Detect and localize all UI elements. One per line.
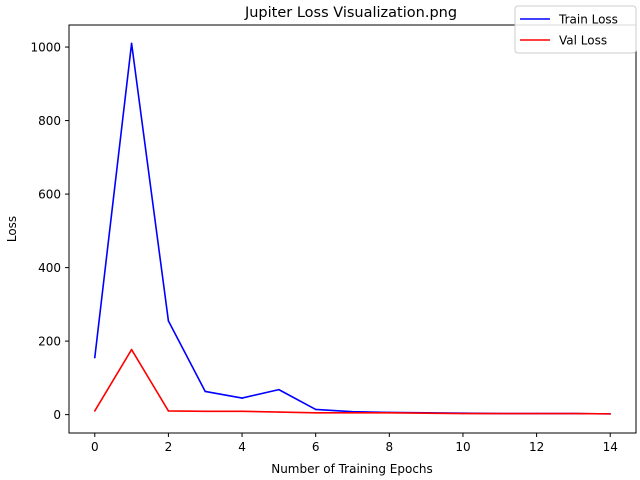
data-point (130, 348, 133, 351)
y-tick-label: 200 (38, 335, 61, 349)
data-point (204, 410, 207, 413)
data-point (609, 413, 612, 415)
data-point (314, 408, 317, 411)
data-point (572, 412, 575, 415)
y-tick-label: 0 (53, 408, 61, 422)
x-tick-label: 6 (312, 440, 320, 454)
data-point (351, 411, 354, 414)
y-axis-label: Loss (5, 216, 19, 242)
axes-layer: 0 2 4 6 8 10 12 14 0 200 400 600 800 1000 (30, 41, 617, 454)
data-point (425, 412, 427, 414)
data-point (388, 411, 391, 414)
series-line-val-loss (94, 348, 611, 415)
legend-label: Train Loss (558, 13, 618, 27)
x-tick-label: 4 (238, 440, 246, 454)
data-point (167, 320, 170, 322)
data-point (204, 390, 207, 393)
data-point (535, 412, 538, 415)
legend-label: Val Loss (559, 34, 607, 48)
data-point (278, 388, 280, 391)
y-tick-label: 800 (38, 114, 61, 128)
data-point (130, 42, 133, 45)
y-tick-label: 600 (38, 188, 61, 202)
data-point (93, 410, 96, 412)
data-point (241, 397, 243, 399)
y-tick-label: 400 (38, 261, 61, 275)
x-tick-label: 2 (165, 440, 173, 454)
y-tick-label: 1000 (30, 41, 61, 55)
legend: Train Loss Val Loss (514, 5, 637, 54)
series-line-train-loss (93, 42, 611, 415)
x-tick-label: 10 (455, 440, 470, 454)
data-point (167, 410, 170, 412)
data-point (314, 411, 317, 414)
data-point (278, 411, 280, 413)
x-axis-label: Number of Training Epochs (271, 462, 433, 476)
plot-area-frame (68, 24, 637, 434)
data-point (462, 412, 464, 415)
x-tick-label: 14 (603, 440, 618, 454)
legend-frame (514, 5, 637, 54)
data-point (498, 412, 501, 415)
series-layer (93, 42, 612, 415)
x-tick-label: 0 (91, 440, 99, 454)
x-tick-label: 12 (529, 440, 544, 454)
x-tick-label: 8 (385, 440, 393, 454)
chart-title: Jupiter Loss Visualization.png (244, 5, 457, 21)
data-point (241, 410, 243, 413)
data-point (93, 356, 96, 359)
